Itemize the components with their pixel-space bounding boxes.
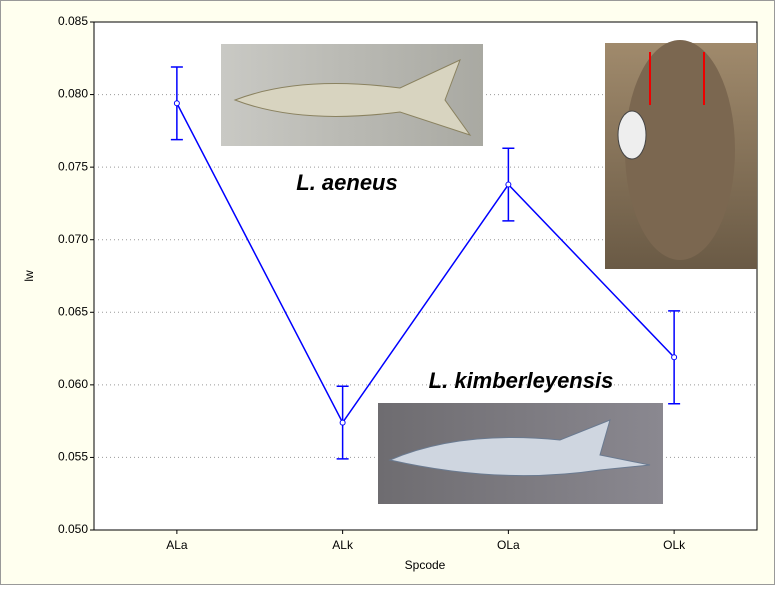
y-tick-label: 0.070	[58, 232, 88, 246]
y-tick-label: 0.080	[58, 87, 88, 101]
point	[339, 419, 346, 426]
point	[505, 181, 512, 188]
x-tick-label: OLk	[663, 538, 686, 552]
y-tick-label: 0.060	[58, 377, 88, 391]
x-axis-label: Spcode	[405, 558, 446, 572]
y-axis-label: lw	[22, 270, 36, 282]
y-tick-label: 0.075	[58, 159, 88, 173]
point	[173, 100, 180, 107]
y-tick-label: 0.050	[58, 522, 88, 536]
x-tick-label: ALk	[332, 538, 354, 552]
x-tick-label: OLa	[497, 538, 520, 552]
photo-kimberleyensis	[378, 403, 663, 504]
annotation: L. aeneus	[296, 170, 397, 195]
photo-head	[605, 40, 757, 269]
y-tick-label: 0.055	[58, 450, 88, 464]
series-line	[176, 102, 675, 425]
y-tick-label: 0.085	[58, 14, 88, 28]
y-tick-label: 0.065	[58, 304, 88, 318]
x-tick-label: ALa	[166, 538, 188, 552]
point	[671, 354, 678, 361]
annotation: L. kimberleyensis	[429, 368, 614, 393]
photo-aeneus	[221, 44, 483, 146]
